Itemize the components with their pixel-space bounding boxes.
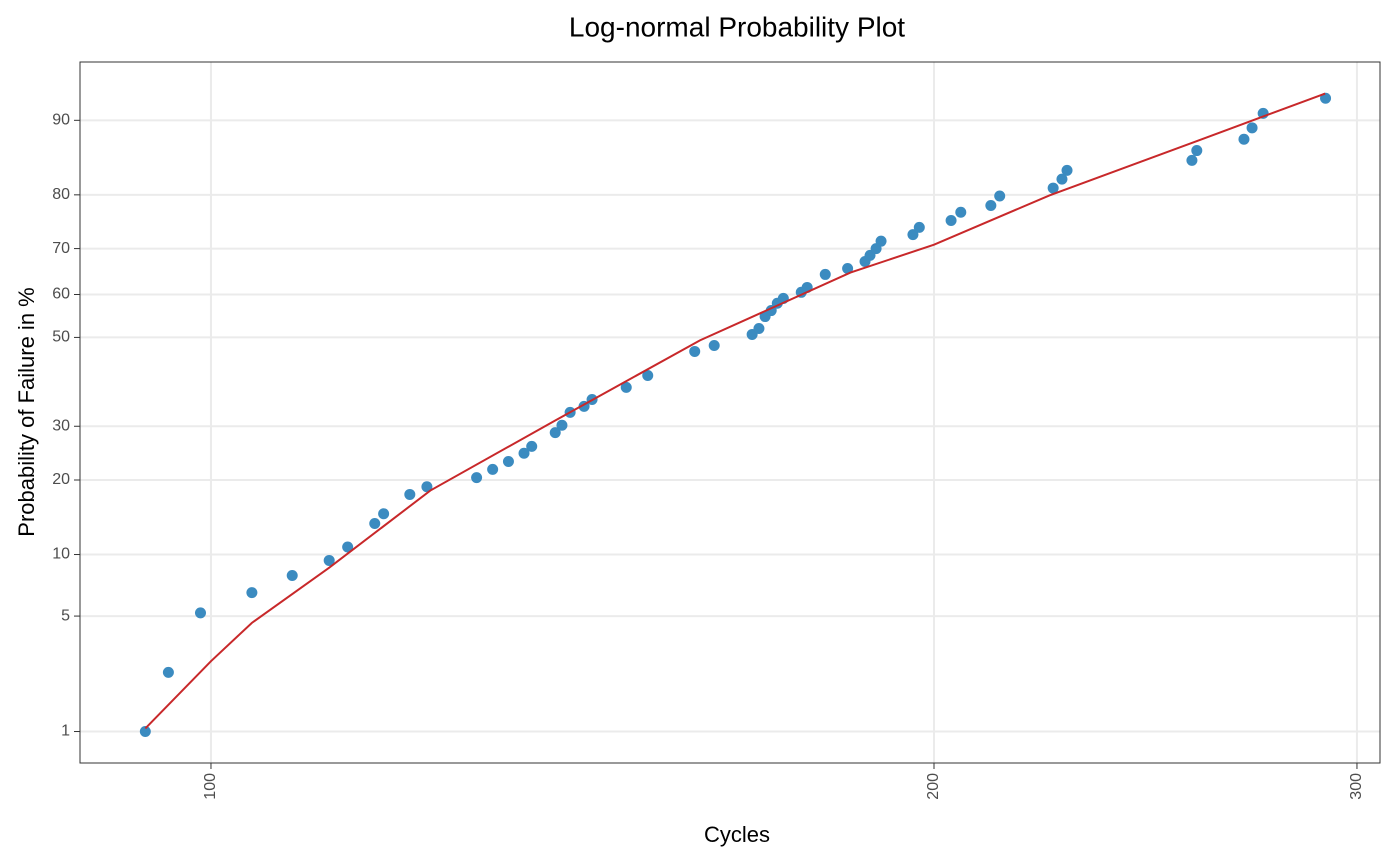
y-tick-label: 80 [52,186,70,203]
chart-title: Log-normal Probability Plot [569,11,905,42]
data-point [404,488,416,500]
plot-border [79,61,1381,764]
y-tick-label: 5 [61,607,70,624]
data-point [875,235,887,247]
data-point [286,569,298,581]
y-tick-label: 30 [52,417,70,434]
data-point [907,229,919,241]
data-point [913,221,925,233]
data-point [162,666,174,678]
data-point [502,455,514,467]
data-point [842,262,854,274]
data-point [369,518,381,530]
data-point [1191,145,1203,157]
data-point [246,587,258,599]
data-point [549,427,561,439]
data-point [526,440,538,452]
x-tick-label: 100 [202,773,219,800]
data-point [1056,173,1068,185]
y-tick-label: 1 [61,723,70,740]
data-point [708,339,720,351]
data-point [378,508,390,520]
fit-line [144,92,1326,730]
data-point [689,345,701,357]
data-point [1186,154,1198,166]
data-point [945,214,957,226]
x-tick-label: 300 [1348,773,1365,800]
data-point [819,268,831,280]
data-point [323,554,335,566]
data-point [139,726,151,738]
y-tick-label: 70 [52,240,70,257]
data-point [487,463,499,475]
data-point [194,607,206,619]
x-tick-label: 200 [925,773,942,800]
x-axis-title: Cycles [704,822,770,847]
data-point [471,472,483,484]
y-tick-label: 50 [52,329,70,346]
data-point [642,370,654,382]
y-tick-label: 60 [52,286,70,303]
data-point [955,206,967,218]
data-point [620,381,632,393]
data-point [985,199,997,211]
data-point [994,190,1006,202]
data-point [1047,182,1059,194]
y-tick-label: 90 [52,112,70,129]
y-axis-title: Probability of Failure in % [14,287,39,536]
data-point [753,322,765,334]
plot-background [80,62,1380,763]
data-point [421,481,433,493]
data-point [518,447,530,459]
data-point [342,541,354,553]
data-point [1061,164,1073,176]
data-point [1238,133,1250,145]
data-point [1246,122,1258,134]
y-tick-label: 10 [52,546,70,563]
data-point [556,419,568,431]
y-tick-label: 20 [52,471,70,488]
